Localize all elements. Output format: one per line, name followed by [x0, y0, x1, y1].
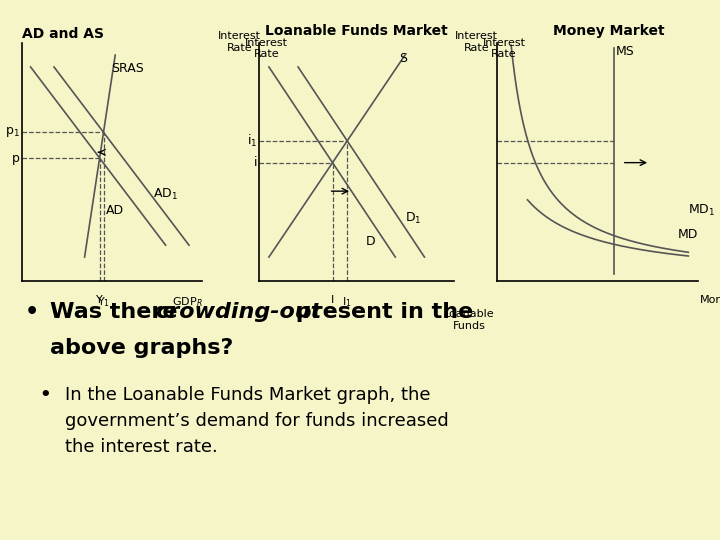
Text: AD$_1$: AD$_1$: [153, 187, 178, 202]
Text: MD: MD: [678, 228, 698, 241]
Text: Interest
Rate: Interest Rate: [482, 38, 526, 59]
Text: i$_1$: i$_1$: [247, 133, 257, 149]
Text: Money: Money: [700, 295, 720, 305]
Text: i: i: [253, 156, 257, 169]
Text: Loanable
Funds: Loanable Funds: [444, 309, 495, 331]
Text: •: •: [25, 302, 40, 322]
Text: AD and AS: AD and AS: [22, 26, 104, 40]
Text: MS: MS: [616, 45, 634, 58]
Text: AD: AD: [107, 204, 125, 217]
Text: Interest
Rate: Interest Rate: [245, 38, 288, 59]
Text: crowding-out: crowding-out: [155, 302, 321, 322]
Text: MD$_1$: MD$_1$: [688, 203, 716, 218]
Text: GDP$_R$: GDP$_R$: [172, 295, 202, 309]
Text: D$_1$: D$_1$: [405, 211, 421, 226]
Text: I$_1$: I$_1$: [343, 295, 352, 309]
Text: Loanable Funds Market: Loanable Funds Market: [265, 24, 448, 38]
Text: above graphs?: above graphs?: [50, 338, 234, 357]
Text: Was there: Was there: [50, 302, 186, 322]
Text: S: S: [399, 52, 408, 65]
Text: D: D: [366, 235, 376, 248]
Text: I: I: [331, 295, 334, 305]
Text: Interest
Rate: Interest Rate: [218, 31, 261, 53]
Text: SRAS: SRAS: [112, 62, 144, 75]
Text: p$_1$: p$_1$: [5, 125, 19, 139]
Text: present in the: present in the: [288, 302, 473, 322]
Text: •: •: [40, 386, 51, 404]
Text: Y: Y: [96, 295, 103, 305]
Text: Y$_1$: Y$_1$: [97, 295, 110, 309]
Text: In the Loanable Funds Market graph, the
government’s demand for funds increased
: In the Loanable Funds Market graph, the …: [65, 386, 449, 456]
Text: Money Market: Money Market: [552, 24, 665, 38]
Text: Interest
Rate: Interest Rate: [455, 31, 498, 53]
Text: p: p: [12, 152, 19, 165]
